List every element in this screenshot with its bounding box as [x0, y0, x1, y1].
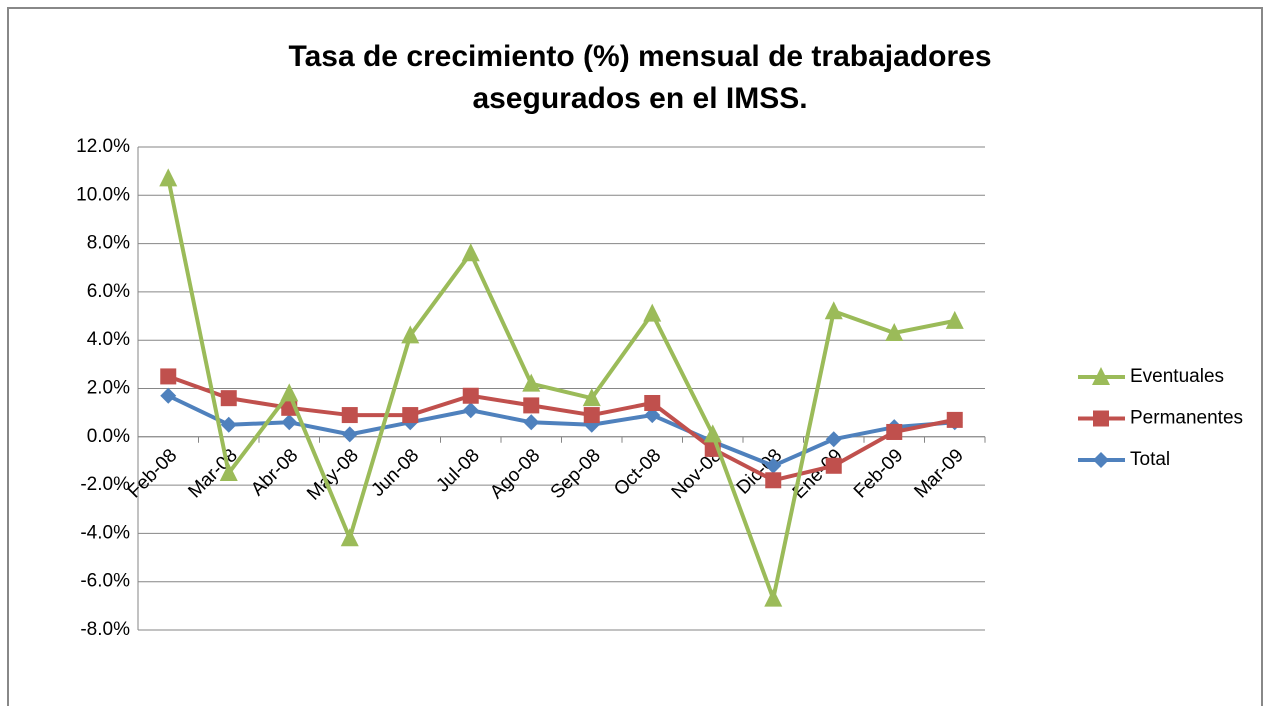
- marker: [765, 472, 782, 489]
- marker: [946, 411, 963, 428]
- y-tick-label: -2.0%: [80, 474, 130, 495]
- marker: [281, 414, 298, 431]
- marker: [401, 325, 420, 344]
- marker: [945, 310, 964, 329]
- marker: [341, 426, 358, 443]
- marker: [764, 588, 783, 607]
- legend-label: Permanentes: [1130, 408, 1243, 429]
- marker: [523, 414, 540, 431]
- marker: [644, 394, 661, 411]
- marker: [461, 243, 480, 262]
- marker: [160, 387, 177, 404]
- chart-title: Tasa de crecimiento (%) mensual de traba…: [288, 40, 992, 115]
- marker: [703, 424, 722, 443]
- marker: [643, 303, 662, 322]
- marker: [1093, 410, 1109, 427]
- series-line: [166, 177, 956, 601]
- series-line: [167, 393, 955, 468]
- legend-label: Eventuales: [1130, 366, 1224, 387]
- marker: [644, 407, 661, 424]
- marker: [341, 407, 358, 424]
- marker: [825, 457, 842, 474]
- marker: [402, 407, 419, 424]
- y-tick-label: 10.0%: [76, 184, 130, 205]
- marker: [160, 368, 177, 385]
- y-tick-label: -8.0%: [80, 619, 130, 640]
- marker: [280, 383, 299, 402]
- marker: [522, 373, 541, 392]
- marker: [1093, 452, 1109, 468]
- marker: [885, 322, 904, 341]
- marker: [765, 457, 782, 474]
- y-tick-label: 8.0%: [87, 233, 130, 254]
- chart-frame: [7, 7, 1263, 706]
- marker: [219, 463, 238, 482]
- marker: [462, 402, 479, 419]
- y-tick-label: 4.0%: [87, 329, 130, 350]
- legend-label: Total: [1130, 449, 1170, 470]
- marker: [824, 301, 843, 320]
- y-tick-label: 12.0%: [76, 136, 130, 157]
- marker: [825, 431, 842, 448]
- series-line: [167, 374, 956, 483]
- y-tick-label: -4.0%: [80, 522, 130, 543]
- marker: [340, 528, 359, 547]
- marker: [462, 387, 479, 404]
- y-tick-label: -6.0%: [80, 571, 130, 592]
- marker: [220, 416, 237, 433]
- marker: [886, 423, 903, 440]
- y-tick-label: 0.0%: [87, 426, 130, 447]
- marker: [220, 390, 237, 407]
- marker: [523, 397, 540, 414]
- y-tick-label: 6.0%: [87, 281, 130, 302]
- marker: [159, 168, 178, 187]
- marker: [582, 388, 601, 407]
- y-tick-label: 2.0%: [87, 378, 130, 399]
- marker: [1092, 367, 1110, 385]
- marker: [583, 407, 600, 424]
